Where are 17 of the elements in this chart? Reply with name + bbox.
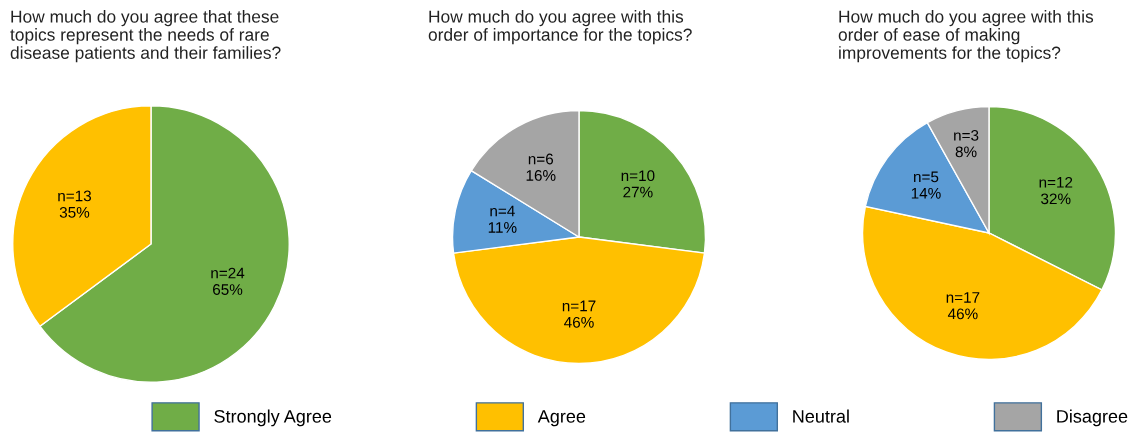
legend-label: Disagree	[1057, 409, 1128, 427]
data-label: n=12 32%	[1039, 176, 1073, 205]
legend-label: Neutral	[793, 409, 849, 423]
data-label: n=10 27%	[621, 170, 655, 198]
chart-title: How much do you agree that these topics represent the needs of rare disease patients and their families?	[10, 10, 281, 63]
legend-label: Strongly Agree	[214, 409, 332, 427]
data-label: n=13 35%	[58, 190, 92, 218]
data-label: n=6 16%	[526, 153, 556, 181]
data-label: n=5 14%	[911, 171, 941, 199]
data-label: n=17 46%	[946, 292, 980, 320]
chart-title: How much do you agree with this order of ease of making improvements for the topics?	[838, 10, 1094, 63]
chart-title: How much do you agree with this order of importance for the topics?	[428, 10, 692, 45]
data-label: n=4 11%	[488, 205, 517, 233]
data-label: n=17 46%	[562, 300, 596, 328]
data-label: n=3 8%	[954, 129, 979, 158]
legend-label: Agree	[537, 410, 586, 427]
data-label: n=24 65%	[211, 267, 245, 295]
